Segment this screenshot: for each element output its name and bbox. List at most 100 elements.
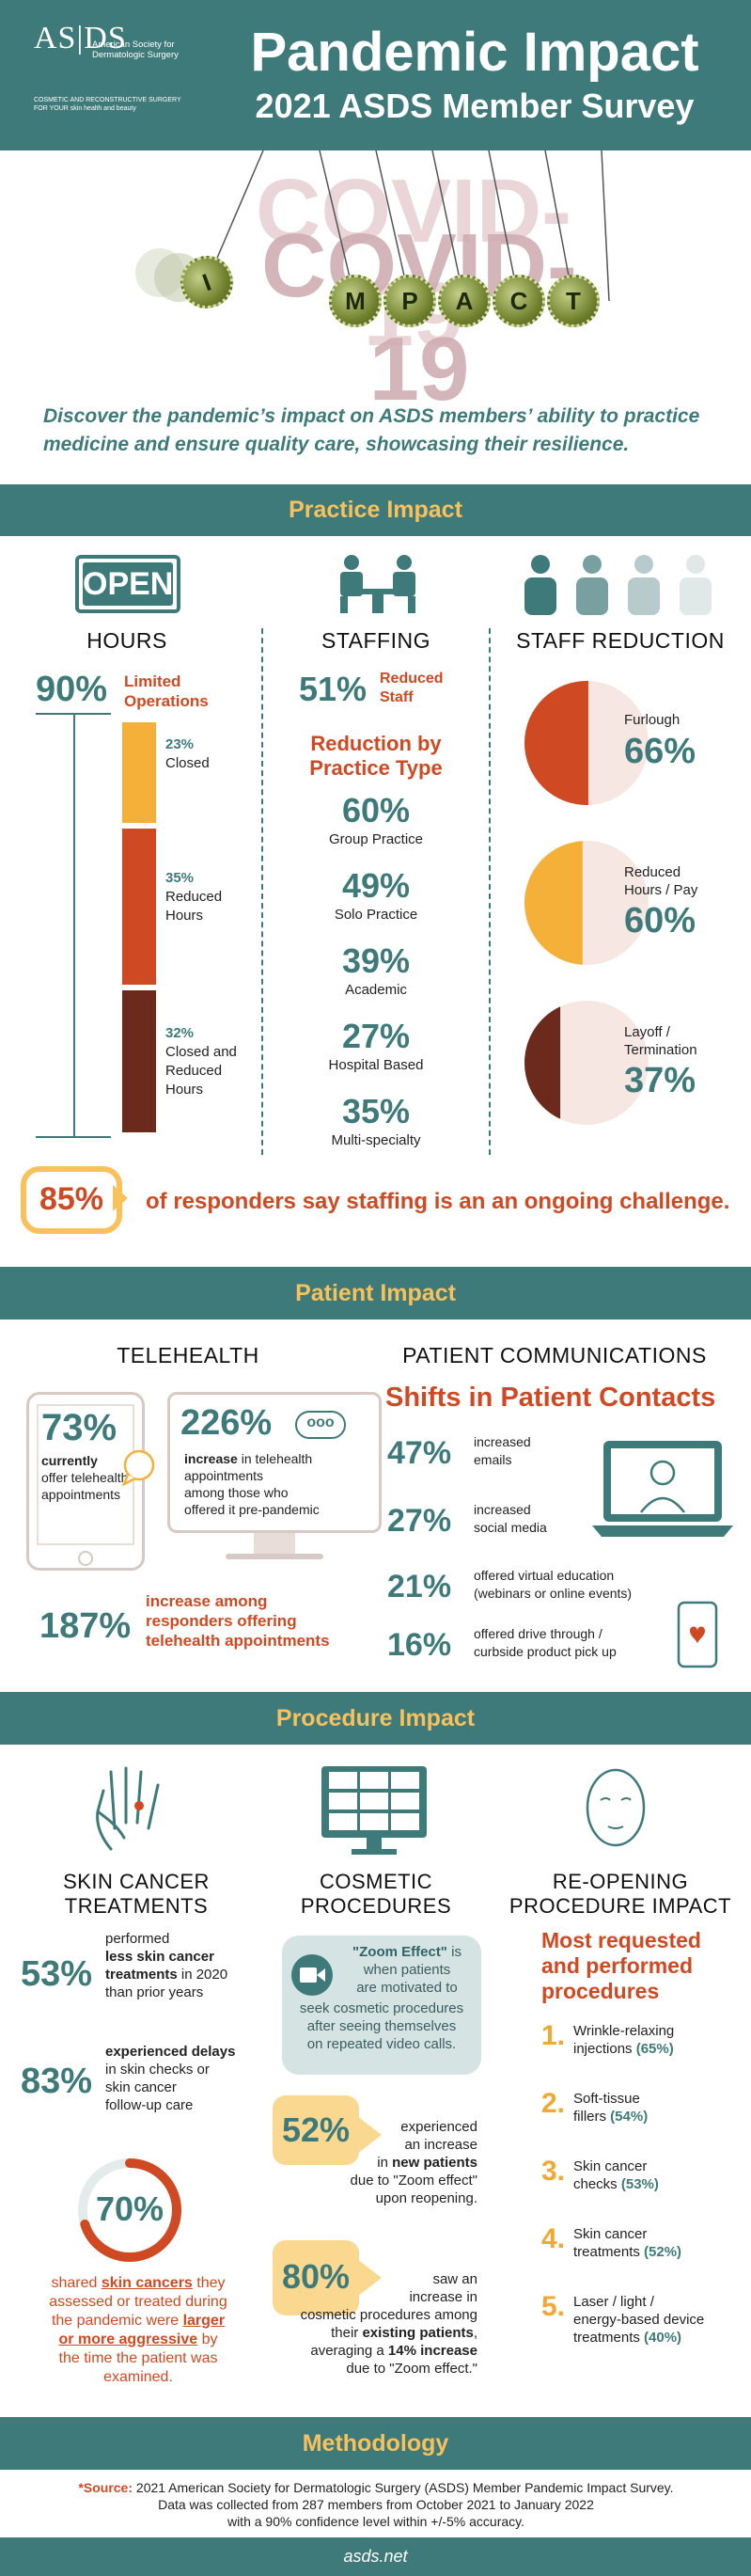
video-camera-icon [291,1954,333,1996]
patient-contact-text: increased emails [474,1433,662,1469]
reopening-heading: RE-OPENING PROCEDURE IMPACT [508,1870,732,1918]
callout-pointer [113,1185,128,1211]
reopening-item-pct: (54%) [610,2109,649,2125]
telehealth-heading: TELEHEALTH [117,1343,259,1367]
hours-segment-2 [122,829,156,985]
hours-bracket-line [73,713,75,1138]
reopening-item-line: Soft-tissue [573,2091,640,2107]
patient-contacts-subheading: Shifts in Patient Contacts [385,1383,716,1413]
phone-heart-icon [677,1601,718,1668]
staffing-callout-badge: 85% [21,1166,122,1234]
hours-segment-label-1: 23% Closed [165,735,259,773]
staffing-reduced-label: Reduced Staff [380,671,444,705]
practice-type-subheading: Reduction by Practice Type [309,732,443,780]
staff-reduction-pie-fill-2 [524,841,583,965]
procedure-band-title: Procedure Impact [275,1705,476,1731]
header-band: AS|DS American Society for Dermatologic … [0,0,751,150]
tablet-text: currently offer telehealth appointments [41,1453,129,1502]
cosmetic-heading: COSMETIC PROCEDURES [300,1870,452,1918]
patient-contact-line: increased [474,1434,531,1449]
reopening-item-number: 3. [541,2156,566,2187]
practice-band: Practice Impact [0,484,751,536]
staff-reduction-pie-fill-3 [524,1006,561,1119]
staff-reduction-pie-3 [524,1001,649,1125]
practice-type-item: 35% Multi-specialty [282,1091,470,1166]
hours-segment-text: Hours [165,908,204,924]
skin-ring-arc [78,2158,181,2262]
patient-contact-text: offered virtual education (webinars or on… [474,1567,662,1603]
skin-stat2-pct: 83% [21,2062,93,2101]
page-title: Pandemic Impact [250,22,699,83]
hand-icon [96,1766,160,1851]
patient-band-title: Patient Impact [295,1280,456,1306]
hours-stacked-bar: 23% Closed 35% Reduced Hours 32% Closed and Red… [122,722,263,1138]
page-subtitle: 2021 ASDS Member Survey [255,87,695,125]
reopening-item-text: Soft-tissue fillers (54%) [573,2090,748,2126]
reopening-item-line: Laser / light / [573,2294,654,2310]
practice-type-pct: 60% [341,791,411,830]
hours-heading: HOURS [86,628,167,653]
skin-cancer-heading: SKIN CANCER TREATMENTS [63,1870,210,1918]
staff-reduction-pie-fill-1 [524,681,588,805]
divider-1 [261,628,263,1155]
hours-segment-pct: 32% [165,1024,195,1041]
monitor-text: increase in telehealth appointments amon… [184,1451,320,1517]
patient-contact-pct: 47% [387,1435,452,1471]
reopening-item-text: Laser / light / energy-based device treatm… [573,2293,748,2347]
monitor-pct: 226% [180,1403,273,1443]
reopening-item-pct: (65%) [635,2041,674,2057]
staffing-callout-text: of responders say staffing is an an ongo… [146,1189,730,1214]
patient-contact-item: 47% increased emails [387,1430,650,1486]
impact-ball-i: I [173,248,241,316]
reopening-item-number: 1. [541,2020,566,2051]
skin-ring-chart [78,2158,181,2262]
staff-reduction-pie-2 [524,841,649,965]
staff-reduction-item-2: Reduced Hours / Pay 60% [524,837,743,978]
staff-reduction-label-line: Reduced [624,864,681,880]
impact-ball-m: M [329,275,382,327]
intro-text: Discover the pandemic’s impact on ASDS m… [43,405,700,455]
staff-reduction-pie-1 [524,681,649,805]
logo-tagline-2: FOR YOUR skin health and beauty [34,105,136,112]
reopening-item-line: treatments (40%) [573,2330,682,2346]
logo-line-2: Dermatologic Surgery [92,50,179,60]
reopening-item-line: fillers (54%) [573,2109,649,2125]
camera-badge-1: 52% [273,2095,359,2165]
staff-reduction-item-3: Layoff / Termination 37% [524,997,743,1138]
divider-2 [489,628,491,1155]
hours-segment-text: Reduced [165,1062,223,1079]
practice-type-label: Hospital Based [328,1057,424,1073]
practice-type-list: 60% Group Practice 49% Solo Practice 39% Acad… [282,790,470,1166]
patient-contact-line: (webinars or online events) [474,1586,633,1601]
skin-stat1-text: performed less skin cancer treatments in… [105,1931,228,2000]
reopening-item-number: 4. [541,2223,566,2254]
impact-ball-t: T [547,275,600,327]
practice-type-pct: 35% [341,1092,411,1130]
practice-type-pct: 39% [341,941,411,980]
reopening-item-pct: (52%) [644,2244,682,2260]
staff-reduction-item-1: Furlough 66% [524,677,743,818]
practice-type-pct: 49% [341,866,411,905]
reopening-item-number: 2. [541,2088,566,2119]
reopening-item-text: Wrinkle-relaxing injections (65%) [573,2022,748,2058]
impact-ball-c: C [493,275,545,327]
staff-reduction-label-line: Termination [624,1042,697,1058]
practice-type-label: Academic [345,982,407,998]
hours-segment-label-2: 35% Reduced Hours [165,869,259,925]
practice-type-label: Multi-specialty [331,1132,421,1148]
footer-url[interactable]: asds.net [343,2547,408,2566]
speech-bubble-icon [121,1449,155,1486]
skin-ring-text: shared skin cancers they assessed or tre… [49,2275,227,2385]
methodology-text: *Source: 2021 American Society for Derma… [78,2480,674,2529]
practice-type-item: 49% Solo Practice [282,865,470,940]
hours-segment-label-3: 32% Closed and Reduced Hours [165,1024,259,1099]
cosmetic-stat1-pct: 52% [281,2110,351,2149]
staffing-reduced-pct: 51% [299,670,368,708]
methodology-band-title: Methodology [302,2430,449,2457]
reopening-item-line: Skin cancer [573,2226,648,2242]
practice-type-item: 27% Hospital Based [282,1016,470,1091]
patient-contact-line: emails [474,1452,512,1467]
staff-reduction-label-line: Hours / Pay [624,882,698,898]
patient-band: Patient Impact [0,1267,751,1320]
patient-contact-line: offered virtual education [474,1568,615,1583]
